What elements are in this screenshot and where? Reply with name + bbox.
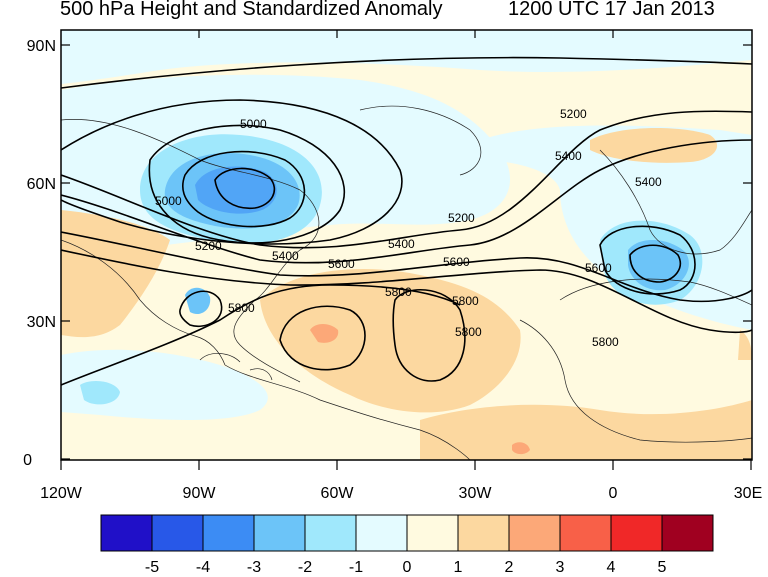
contour-label: 5200 bbox=[560, 107, 587, 121]
lon-label: 30W bbox=[459, 485, 493, 502]
lon-ticks bbox=[60, 30, 752, 470]
colorbar-swatch bbox=[406, 514, 459, 552]
contour-label: 5400 bbox=[272, 249, 299, 263]
contour-label: 5200 bbox=[195, 239, 222, 253]
lat-label: 30N bbox=[27, 314, 56, 331]
lat-label: 90N bbox=[27, 38, 56, 55]
lon-label: 120W bbox=[40, 485, 83, 502]
height-contours bbox=[61, 56, 752, 386]
colorbar-swatch bbox=[661, 514, 714, 552]
lon-label: 30E bbox=[734, 485, 762, 502]
contour-label: 5800 bbox=[385, 285, 412, 299]
contour-label: 5800 bbox=[452, 294, 479, 308]
colorbar-label: 5 bbox=[658, 559, 667, 576]
contour-label: 5800 bbox=[228, 301, 255, 315]
colorbar-swatch bbox=[610, 514, 663, 552]
lon-label: 0 bbox=[609, 485, 618, 502]
contour-label: 5000 bbox=[155, 194, 182, 208]
map-datetime: 1200 UTC 17 Jan 2013 bbox=[508, 0, 715, 20]
lon-label: 60W bbox=[321, 485, 355, 502]
contour-label: 5800 bbox=[455, 325, 482, 339]
colorbar-label: 0 bbox=[403, 559, 412, 576]
contour-label: 5600 bbox=[328, 257, 355, 271]
contour-label: 5400 bbox=[555, 149, 582, 163]
colorbar-label: -5 bbox=[145, 559, 159, 576]
contour-label: 5400 bbox=[635, 175, 662, 189]
colorbar-swatch bbox=[253, 514, 306, 552]
colorbar-swatch bbox=[508, 514, 561, 552]
contour-labels: 5000 5000 5200 5200 5200 5400 5400 5400 … bbox=[155, 107, 662, 349]
map-frame bbox=[60, 29, 753, 461]
contour-label: 5600 bbox=[585, 261, 612, 275]
lon-label: 90W bbox=[183, 485, 217, 502]
colorbar-label: 3 bbox=[556, 559, 565, 576]
contour-label: 5600 bbox=[443, 255, 470, 269]
colorbar-label: -1 bbox=[349, 559, 363, 576]
colorbar-swatch bbox=[304, 514, 357, 552]
lat-ticks bbox=[61, 44, 752, 460]
colorbar-label: -2 bbox=[298, 559, 312, 576]
colorbar-swatch bbox=[559, 514, 612, 552]
colorbar-label: -4 bbox=[196, 559, 210, 576]
lat-label: 0 bbox=[23, 452, 32, 469]
contour-label: 5200 bbox=[448, 211, 475, 225]
colorbar-swatch bbox=[202, 514, 255, 552]
map-title: 500 hPa Height and Standardized Anomaly bbox=[60, 0, 443, 20]
colorbar-swatch bbox=[100, 514, 153, 552]
colorbar-swatch bbox=[355, 514, 408, 552]
colorbar: -5 -4 -3 -2 -1 0 1 2 3 4 5 bbox=[100, 514, 714, 576]
colorbar-label: -3 bbox=[247, 559, 261, 576]
colorbar-label: 2 bbox=[505, 559, 514, 576]
anomaly-shading bbox=[61, 30, 752, 460]
colorbar-label: 4 bbox=[607, 559, 616, 576]
colorbar-label: 1 bbox=[454, 559, 463, 576]
contour-label: 5400 bbox=[388, 237, 415, 251]
lat-label: 60N bbox=[27, 176, 56, 193]
contour-label: 5800 bbox=[592, 335, 619, 349]
colorbar-swatch bbox=[457, 514, 510, 552]
contour-label: 5000 bbox=[240, 117, 267, 131]
colorbar-swatch bbox=[151, 514, 204, 552]
